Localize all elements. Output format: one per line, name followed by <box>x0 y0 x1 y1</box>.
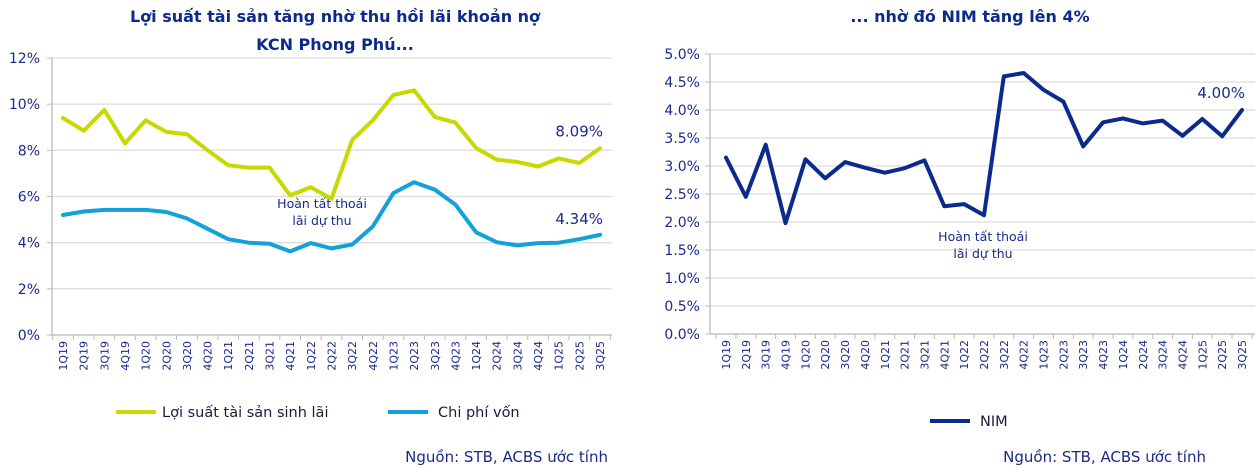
x-tick-label: 1Q20 <box>799 340 812 370</box>
x-tick-label: 3Q21 <box>918 340 931 370</box>
x-tick-label: 3Q25 <box>1236 340 1249 370</box>
x-tick-label: 4Q22 <box>1018 340 1031 370</box>
y-tick-label: 5.0% <box>664 47 700 63</box>
x-tick-label: 4Q24 <box>532 341 545 371</box>
chart-title: ... nhờ đó NIM tăng lên 4% <box>850 7 1089 26</box>
x-tick-label: 3Q23 <box>429 341 442 371</box>
x-tick-label: 2Q23 <box>408 341 421 371</box>
source-note: Nguồn: STB, ACBS ước tính <box>405 448 608 466</box>
x-tick-label: 3Q19 <box>760 340 773 370</box>
x-tick-label: 4Q24 <box>1176 340 1189 370</box>
x-tick-label: 1Q24 <box>470 341 483 371</box>
x-tick-label: 2Q20 <box>160 341 173 371</box>
y-tick-label: 0.5% <box>664 299 700 315</box>
x-tick-label: 1Q23 <box>387 341 400 371</box>
end-data-label: 4.00% <box>1197 84 1245 102</box>
y-tick-label: 2% <box>18 282 40 298</box>
x-tick-label: 1Q22 <box>305 341 318 371</box>
source-note: Nguồn: STB, ACBS ước tính <box>1003 448 1206 466</box>
x-tick-label: 1Q24 <box>1117 340 1130 370</box>
x-tick-label: 2Q22 <box>978 340 991 370</box>
x-tick-label: 3Q25 <box>594 341 607 371</box>
x-tick-label: 1Q23 <box>1038 340 1051 370</box>
annotation-text: Hoàn tất thoái <box>277 196 367 211</box>
x-tick-label: 2Q21 <box>243 341 256 371</box>
y-tick-label: 3.0% <box>664 159 700 175</box>
end-data-label: 8.09% <box>555 122 603 140</box>
x-tick-label: 3Q19 <box>98 341 111 371</box>
annotation-text: Hoàn tất thoái <box>938 229 1028 244</box>
y-tick-label: 4.5% <box>664 75 700 91</box>
y-tick-label: 10% <box>9 97 40 113</box>
x-tick-label: 3Q24 <box>1157 340 1170 370</box>
x-tick-label: 4Q19 <box>780 340 793 370</box>
x-tick-label: 2Q23 <box>1057 340 1070 370</box>
x-tick-label: 1Q21 <box>879 340 892 370</box>
x-tick-label: 4Q21 <box>938 340 951 370</box>
chart-title: Lợi suất tài sản tăng nhờ thu hồi lãi kh… <box>130 7 541 26</box>
x-tick-label: 3Q23 <box>1077 340 1090 370</box>
x-tick-label: 3Q20 <box>839 340 852 370</box>
x-tick-label: 2Q19 <box>78 341 91 371</box>
annotation-text: lãi dự thu <box>292 213 351 228</box>
x-tick-label: 4Q19 <box>119 341 132 371</box>
x-tick-label: 2Q24 <box>491 341 504 371</box>
x-tick-label: 3Q22 <box>346 341 359 371</box>
x-tick-label: 3Q21 <box>264 341 277 371</box>
legend-label: Chi phí vốn <box>438 404 520 421</box>
x-tick-label: 2Q25 <box>573 341 586 371</box>
x-tick-label: 2Q25 <box>1216 340 1229 370</box>
x-tick-label: 1Q22 <box>958 340 971 370</box>
y-tick-label: 2.5% <box>664 187 700 203</box>
chart-title: KCN Phong Phú... <box>256 35 414 54</box>
x-tick-label: 1Q20 <box>140 341 153 371</box>
x-tick-label: 1Q19 <box>720 340 733 370</box>
end-data-label: 4.34% <box>555 210 603 228</box>
series-line-0 <box>724 71 1244 226</box>
y-tick-label: 4.0% <box>664 103 700 119</box>
x-tick-label: 4Q22 <box>367 341 380 371</box>
x-tick-label: 1Q25 <box>553 341 566 371</box>
x-tick-label: 1Q21 <box>222 341 235 371</box>
x-tick-label: 4Q20 <box>202 341 215 371</box>
y-tick-label: 0.0% <box>664 327 700 343</box>
annotation-text: lãi dự thu <box>953 246 1012 261</box>
x-tick-label: 2Q24 <box>1137 340 1150 370</box>
x-tick-label: 2Q21 <box>899 340 912 370</box>
y-tick-label: 2.0% <box>664 215 700 231</box>
x-tick-label: 4Q20 <box>859 340 872 370</box>
y-tick-label: 12% <box>9 51 40 67</box>
x-tick-label: 4Q21 <box>284 341 297 371</box>
x-tick-label: 4Q23 <box>449 341 462 371</box>
legend-label: Lợi suất tài sản sinh lãi <box>162 405 328 421</box>
x-tick-label: 2Q22 <box>326 341 339 371</box>
y-tick-label: 1.5% <box>664 243 700 259</box>
x-tick-label: 2Q19 <box>740 340 753 370</box>
x-tick-label: 2Q20 <box>819 340 832 370</box>
x-tick-label: 3Q20 <box>181 341 194 371</box>
series-line-0 <box>61 88 602 201</box>
x-tick-label: 1Q19 <box>57 341 70 371</box>
y-tick-label: 6% <box>18 190 40 206</box>
legend-label: NIM <box>980 414 1008 430</box>
x-tick-label: 3Q22 <box>998 340 1011 370</box>
y-tick-label: 8% <box>18 143 40 159</box>
x-tick-label: 1Q25 <box>1196 340 1209 370</box>
x-tick-label: 3Q24 <box>511 341 524 371</box>
x-tick-label: 4Q23 <box>1097 340 1110 370</box>
y-tick-label: 0% <box>18 328 40 344</box>
y-tick-label: 3.5% <box>664 131 700 147</box>
y-tick-label: 4% <box>18 236 40 252</box>
y-tick-label: 1.0% <box>664 271 700 287</box>
